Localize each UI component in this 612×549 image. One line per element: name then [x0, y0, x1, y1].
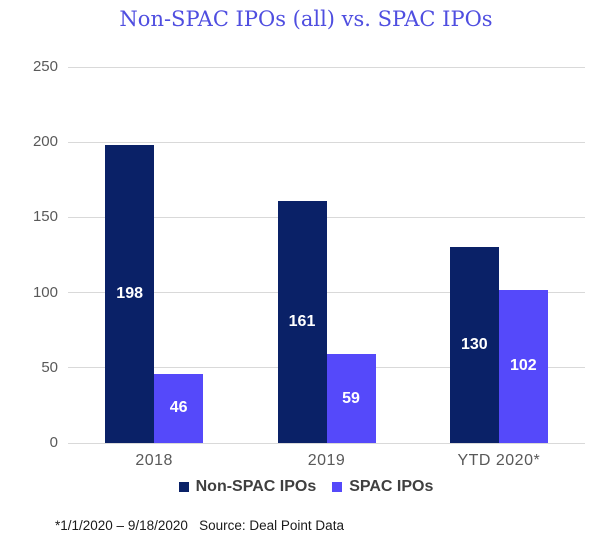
- y-axis-tick-label: 100: [32, 283, 58, 301]
- gridline-0: [68, 442, 585, 444]
- bar-non-spac-ipos-2019: [277, 200, 327, 443]
- y-axis-tick-label: 50: [41, 358, 58, 376]
- legend-label-non-spac-ipos: Non-SPAC IPOs: [195, 478, 317, 495]
- y-axis-tick-label: 250: [32, 58, 58, 75]
- legend: Non-SPAC IPOs SPAC IPOs: [0, 478, 612, 496]
- x-axis-category-label: YTD 2020*: [457, 452, 541, 469]
- bar-non-spac-ipos-2018: [105, 145, 155, 443]
- bar-non-spac-ipos-ytd-2020-: [449, 247, 499, 443]
- y-axis-tick-label: 200: [32, 133, 58, 151]
- chart-title: Non-SPAC IPOs (all) vs. SPAC IPOs: [119, 7, 493, 31]
- bar-value-label-spac-ipos-ytd-2020-: 102: [509, 357, 537, 375]
- bar-spac-ipos-2018: [154, 373, 204, 443]
- y-axis-tick-label: 0: [49, 434, 58, 451]
- bar-value-label-non-spac-ipos-2019: 161: [288, 312, 316, 330]
- bar-value-label-spac-ipos-2019: 59: [342, 389, 360, 407]
- bar-spac-ipos-ytd-2020-: [498, 289, 548, 443]
- y-axis-tick-label: 150: [32, 208, 58, 226]
- bar-value-label-non-spac-ipos-ytd-2020-: 130: [460, 336, 488, 354]
- legend-item-spac-ipos: SPAC IPOs: [332, 478, 433, 496]
- gridline-250: [68, 66, 585, 68]
- bar-value-label-spac-ipos-2018: 46: [169, 399, 188, 417]
- plot-area: 0 50 100 150 200 250 198 46 2018 161 59 2019 130 102 Y…: [33, 58, 585, 469]
- gridline-150: [68, 216, 585, 218]
- legend-label-spac-ipos: SPAC IPOs: [349, 478, 434, 495]
- footnote: *1/1/2020 – 9/18/2020 Source: Deal Point…: [55, 518, 344, 533]
- gridline-100: [68, 292, 585, 294]
- legend-swatch-spac-icon: [332, 482, 343, 492]
- legend-swatch-non-spac-icon: [178, 482, 189, 492]
- x-axis-category-label: 2019: [307, 452, 346, 469]
- x-axis-category-label: 2018: [135, 452, 173, 469]
- legend-item-non-spac-ipos: Non-SPAC IPOs: [178, 478, 317, 496]
- bar-value-label-non-spac-ipos-2018: 198: [116, 285, 143, 303]
- gridline-200: [68, 141, 585, 143]
- bar-spac-ipos-2019: [326, 354, 376, 443]
